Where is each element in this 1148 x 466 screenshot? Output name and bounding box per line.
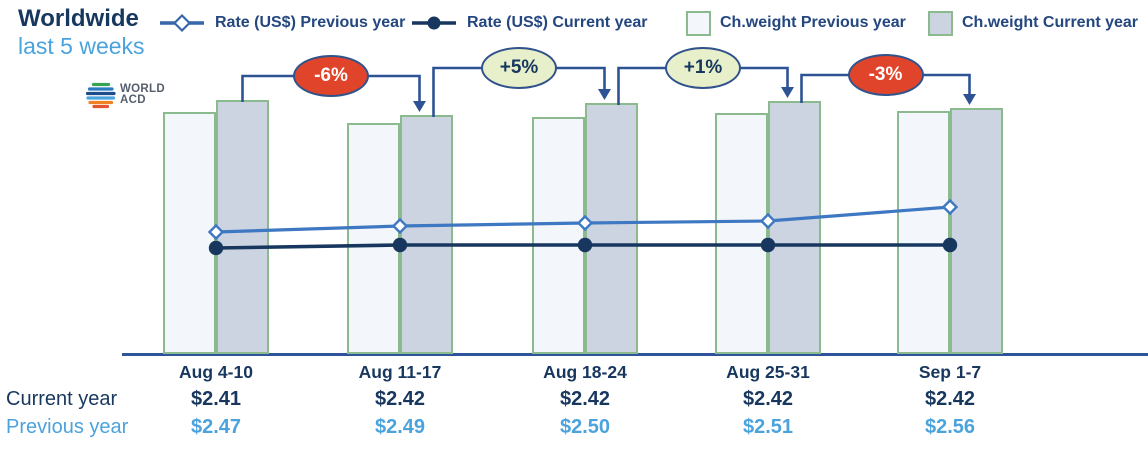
bar-chweight-previous-week4	[715, 113, 768, 354]
table-value-previous-week4: $2.51	[742, 416, 794, 438]
table-value-current-week3: $2.42	[559, 388, 611, 410]
table-value-current-week2: $2.42	[374, 388, 426, 410]
bar-chweight-previous-week2	[347, 123, 400, 354]
bar-chweight-current-week5	[950, 108, 1003, 354]
legend-item-chweight-previous-year: Ch.weight Previous year	[686, 8, 906, 38]
table-value-previous-week3: $2.50	[559, 416, 611, 438]
page-subtitle: last 5 weeks	[18, 33, 145, 59]
x-axis-label-week1: Aug 4-10	[179, 362, 253, 382]
x-axis-label-week5: Sep 1-7	[918, 362, 982, 382]
table-value-previous-week2: $2.49	[374, 416, 426, 438]
x-axis-label-week4: Aug 25-31	[726, 362, 810, 382]
wow-arrowhead-icon-1	[413, 101, 426, 112]
page-title: Worldwide	[18, 5, 139, 32]
worldacd-logo: WORLD ACD	[86, 80, 165, 110]
worldacd-globe-icon	[86, 82, 116, 109]
bar-chweight-current-week4	[768, 101, 821, 354]
table-value-current-week5: $2.42	[924, 388, 976, 410]
table-value-current-week1: $2.41	[190, 388, 242, 410]
bar-chweight-current-week3	[585, 103, 638, 354]
wow-change-badge-3: +1%	[665, 47, 741, 89]
legend-item-chweight-current-year: Ch.weight Current year	[928, 8, 1138, 38]
table-value-previous-week1: $2.47	[190, 416, 242, 438]
table-value-current-week4: $2.42	[742, 388, 794, 410]
x-axis-line	[122, 353, 1148, 356]
wow-arrowhead-icon-2	[598, 89, 611, 100]
logo-line1: WORLD	[120, 83, 165, 95]
x-axis-label-week3: Aug 18-24	[543, 362, 627, 382]
dark-bar-swatch-icon	[928, 10, 953, 36]
worldacd-logo-text: WORLD ACD	[120, 83, 165, 106]
legend-label: Rate (US$) Current year	[467, 14, 648, 31]
table-value-previous-week5: $2.56	[924, 416, 976, 438]
circle-marker-icon	[412, 16, 456, 30]
wow-change-badge-2: +5%	[481, 47, 557, 89]
bar-chweight-previous-week5	[897, 111, 950, 354]
diamond-marker-icon	[160, 13, 204, 33]
bar-chweight-current-week1	[216, 100, 269, 354]
legend-item-rate-previous-year: Rate (US$) Previous year	[158, 8, 405, 38]
wow-arrowhead-icon-3	[781, 87, 794, 98]
legend-item-rate-current-year: Rate (US$) Current year	[410, 8, 648, 38]
light-bar-swatch-icon	[686, 10, 711, 36]
wow-arrowhead-icon-4	[963, 94, 976, 105]
table-row-label-previous-year: Previous year	[6, 416, 129, 438]
bar-chweight-previous-week3	[532, 117, 585, 354]
legend-label: Ch.weight Current year	[962, 14, 1139, 31]
table-row-label-current-year: Current year	[6, 388, 118, 410]
wow-change-badge-1: -6%	[293, 55, 369, 97]
legend-label: Rate (US$) Previous year	[215, 14, 406, 31]
wow-change-badge-4: -3%	[847, 54, 924, 96]
x-axis-label-week2: Aug 11-17	[358, 362, 442, 382]
legend-label: Ch.weight Previous year	[720, 14, 906, 31]
logo-line2: ACD	[120, 94, 146, 106]
bar-chweight-current-week2	[400, 115, 453, 354]
bar-chweight-previous-week1	[163, 112, 216, 354]
